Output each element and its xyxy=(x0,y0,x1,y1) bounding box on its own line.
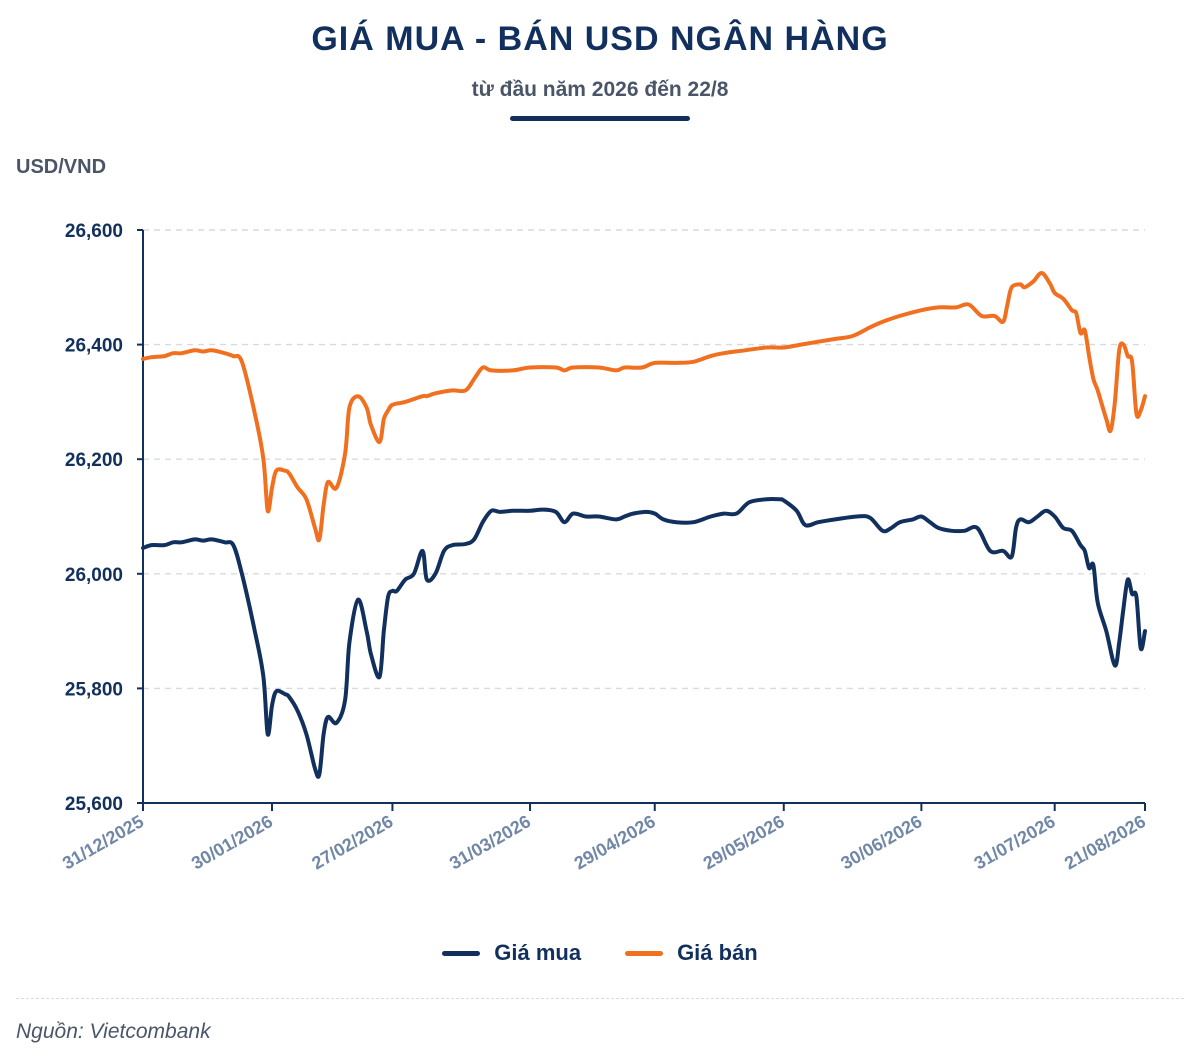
chart-legend: Giá mua Giá bán xyxy=(0,940,1200,966)
legend-item-buy: Giá mua xyxy=(442,940,581,966)
sell-price-line xyxy=(141,271,1147,543)
footer-divider xyxy=(16,998,1184,999)
x-tick-label: 31/03/2026 xyxy=(446,811,534,873)
x-tick-label: 29/04/2026 xyxy=(571,811,659,873)
legend-swatch-buy xyxy=(442,950,481,956)
y-tick-label: 26,200 xyxy=(65,450,123,471)
y-axis-unit-label: USD/VND xyxy=(16,156,107,178)
line-chart: 25,600 25,800 26,000 26,200 26,400 26,600 31/1… xyxy=(59,221,1149,874)
legend-label-sell: Giá bán xyxy=(677,940,758,965)
source-note: Nguồn: Vietcombank xyxy=(16,1020,211,1043)
series-layer xyxy=(141,271,1147,779)
legend-swatch-sell xyxy=(625,950,664,956)
x-tick-label: 27/02/2026 xyxy=(308,811,396,873)
x-tick-label: 29/05/2026 xyxy=(700,811,788,873)
legend-label-buy: Giá mua xyxy=(494,940,582,965)
x-tick-label: 31/07/2026 xyxy=(971,811,1059,873)
legend-item-sell: Giá bán xyxy=(625,940,758,966)
chart-subtitle: từ đầu năm 2026 đến 22/8 xyxy=(471,78,729,101)
buy-price-line xyxy=(141,497,1147,779)
y-tick-label: 25,600 xyxy=(65,794,123,815)
x-tick-label: 21/08/2026 xyxy=(1061,811,1149,873)
x-tick-label: 31/12/2025 xyxy=(59,811,147,873)
title-underline xyxy=(510,116,690,121)
x-tick-label: 30/06/2026 xyxy=(837,811,925,873)
y-tick-label: 26,600 xyxy=(65,221,123,242)
axis-layer xyxy=(137,229,1146,811)
y-tick-label: 25,800 xyxy=(65,679,123,700)
y-tick-label: 26,400 xyxy=(65,336,123,357)
grid-layer xyxy=(143,229,1145,690)
chart-title: GIÁ MUA - BÁN USD NGÂN HÀNG xyxy=(311,20,889,58)
x-tick-label: 30/01/2026 xyxy=(188,811,276,873)
y-tick-label: 26,000 xyxy=(65,565,123,586)
